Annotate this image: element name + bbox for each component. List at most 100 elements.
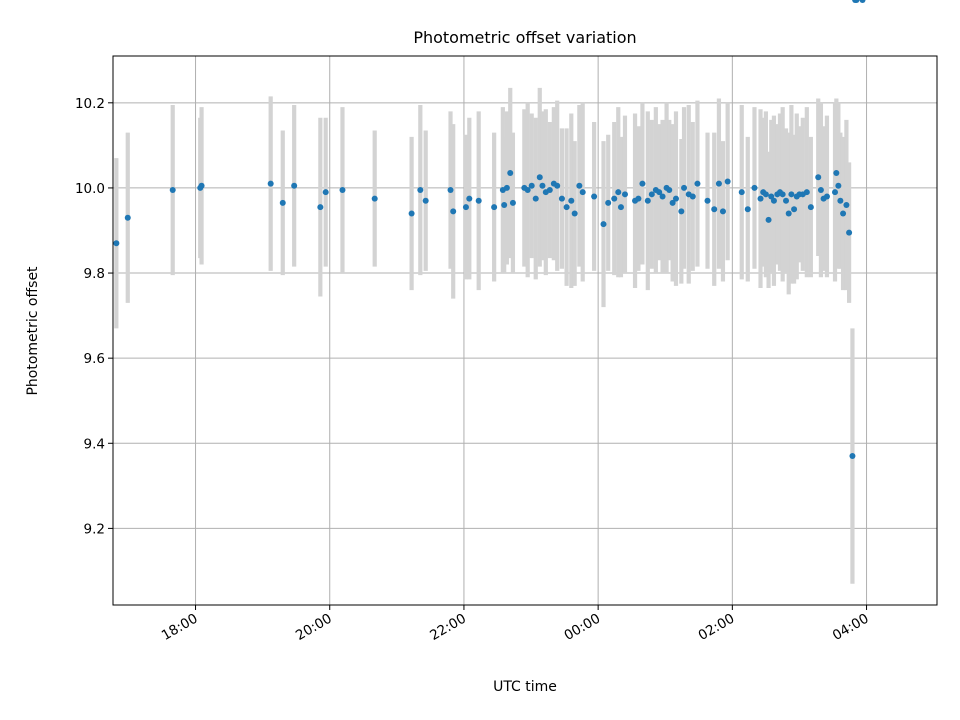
chart-title: Photometric offset variation: [413, 28, 636, 47]
data-point: [579, 189, 586, 196]
data-point: [724, 178, 731, 185]
data-points: [113, 0, 866, 460]
data-point: [815, 174, 822, 181]
data-point: [422, 197, 429, 204]
data-point: [788, 191, 795, 198]
data-point: [317, 204, 324, 211]
y-tick-label: 9.6: [84, 351, 105, 367]
data-point: [605, 199, 612, 206]
data-point: [507, 170, 514, 177]
data-point: [666, 187, 673, 194]
data-point: [450, 208, 457, 215]
data-point: [779, 191, 786, 198]
data-point: [833, 170, 840, 177]
y-tick-label: 10.0: [75, 181, 105, 197]
data-point: [770, 197, 777, 204]
data-point: [635, 195, 642, 202]
data-point: [600, 221, 607, 228]
data-point: [462, 204, 469, 211]
data-point: [783, 197, 790, 204]
data-point: [765, 216, 772, 223]
data-point: [371, 195, 378, 202]
data-point: [554, 182, 561, 189]
data-point: [568, 197, 575, 204]
data-point: [124, 214, 131, 221]
data-point: [817, 187, 824, 194]
data-point: [291, 182, 298, 189]
data-point: [571, 210, 578, 217]
data-point: [169, 187, 176, 194]
data-point: [546, 187, 553, 194]
y-axis-ticks: 9.2 9.4 9.6 9.8 10.0 10.2: [75, 96, 113, 537]
data-point: [322, 189, 329, 196]
data-point: [656, 189, 663, 196]
data-point: [791, 206, 798, 213]
data-point: [762, 191, 769, 198]
data-point: [849, 453, 856, 460]
data-point: [803, 189, 810, 196]
data-point: [611, 195, 618, 202]
data-point: [757, 195, 764, 202]
data-point: [408, 210, 415, 217]
data-point: [558, 195, 565, 202]
data-point: [591, 193, 598, 200]
data-point: [639, 180, 646, 187]
data-point: [491, 204, 498, 211]
data-point: [704, 197, 711, 204]
data-point: [447, 187, 454, 194]
data-point: [843, 201, 850, 208]
data-point: [475, 197, 482, 204]
data-point: [738, 189, 745, 196]
data-point: [528, 182, 535, 189]
data-point: [715, 180, 722, 187]
data-point: [837, 197, 844, 204]
data-point: [536, 174, 543, 181]
data-point: [672, 195, 679, 202]
data-point: [113, 240, 120, 247]
data-point: [563, 204, 570, 211]
y-tick-label: 10.2: [75, 96, 105, 112]
data-point: [648, 191, 655, 198]
y-tick-label: 9.2: [84, 521, 105, 537]
data-point: [267, 180, 274, 187]
data-point: [711, 206, 718, 213]
data-point: [689, 193, 696, 200]
data-point: [466, 195, 473, 202]
data-point: [681, 184, 688, 191]
data-point: [823, 193, 830, 200]
plot-frame: [112, 55, 938, 606]
data-point: [417, 187, 424, 194]
data-point: [501, 201, 508, 208]
data-point: [694, 180, 701, 187]
data-point: [853, 0, 860, 3]
data-point: [835, 182, 842, 189]
data-point: [621, 191, 628, 198]
x-axis-label: UTC time: [493, 679, 557, 695]
data-point: [846, 229, 853, 236]
data-point: [615, 189, 622, 196]
data-point: [539, 182, 546, 189]
data-point: [524, 187, 531, 194]
data-point: [859, 0, 866, 3]
data-point: [751, 184, 758, 191]
y-axis-label: Photometric offset: [25, 266, 41, 396]
data-point: [503, 184, 510, 191]
y-tick-label: 9.8: [84, 266, 105, 282]
data-point: [339, 187, 346, 194]
data-point: [744, 206, 751, 213]
data-point: [279, 199, 286, 206]
data-point: [669, 199, 676, 206]
data-point: [198, 182, 205, 189]
data-point: [532, 195, 539, 202]
data-point: [644, 197, 651, 204]
data-point: [576, 182, 583, 189]
data-point: [840, 210, 847, 217]
data-point: [832, 189, 839, 196]
data-point: [807, 204, 814, 211]
data-point: [719, 208, 726, 215]
data-point: [785, 210, 792, 217]
data-point: [509, 199, 516, 206]
data-point: [678, 208, 685, 215]
y-tick-label: 9.4: [84, 436, 105, 452]
